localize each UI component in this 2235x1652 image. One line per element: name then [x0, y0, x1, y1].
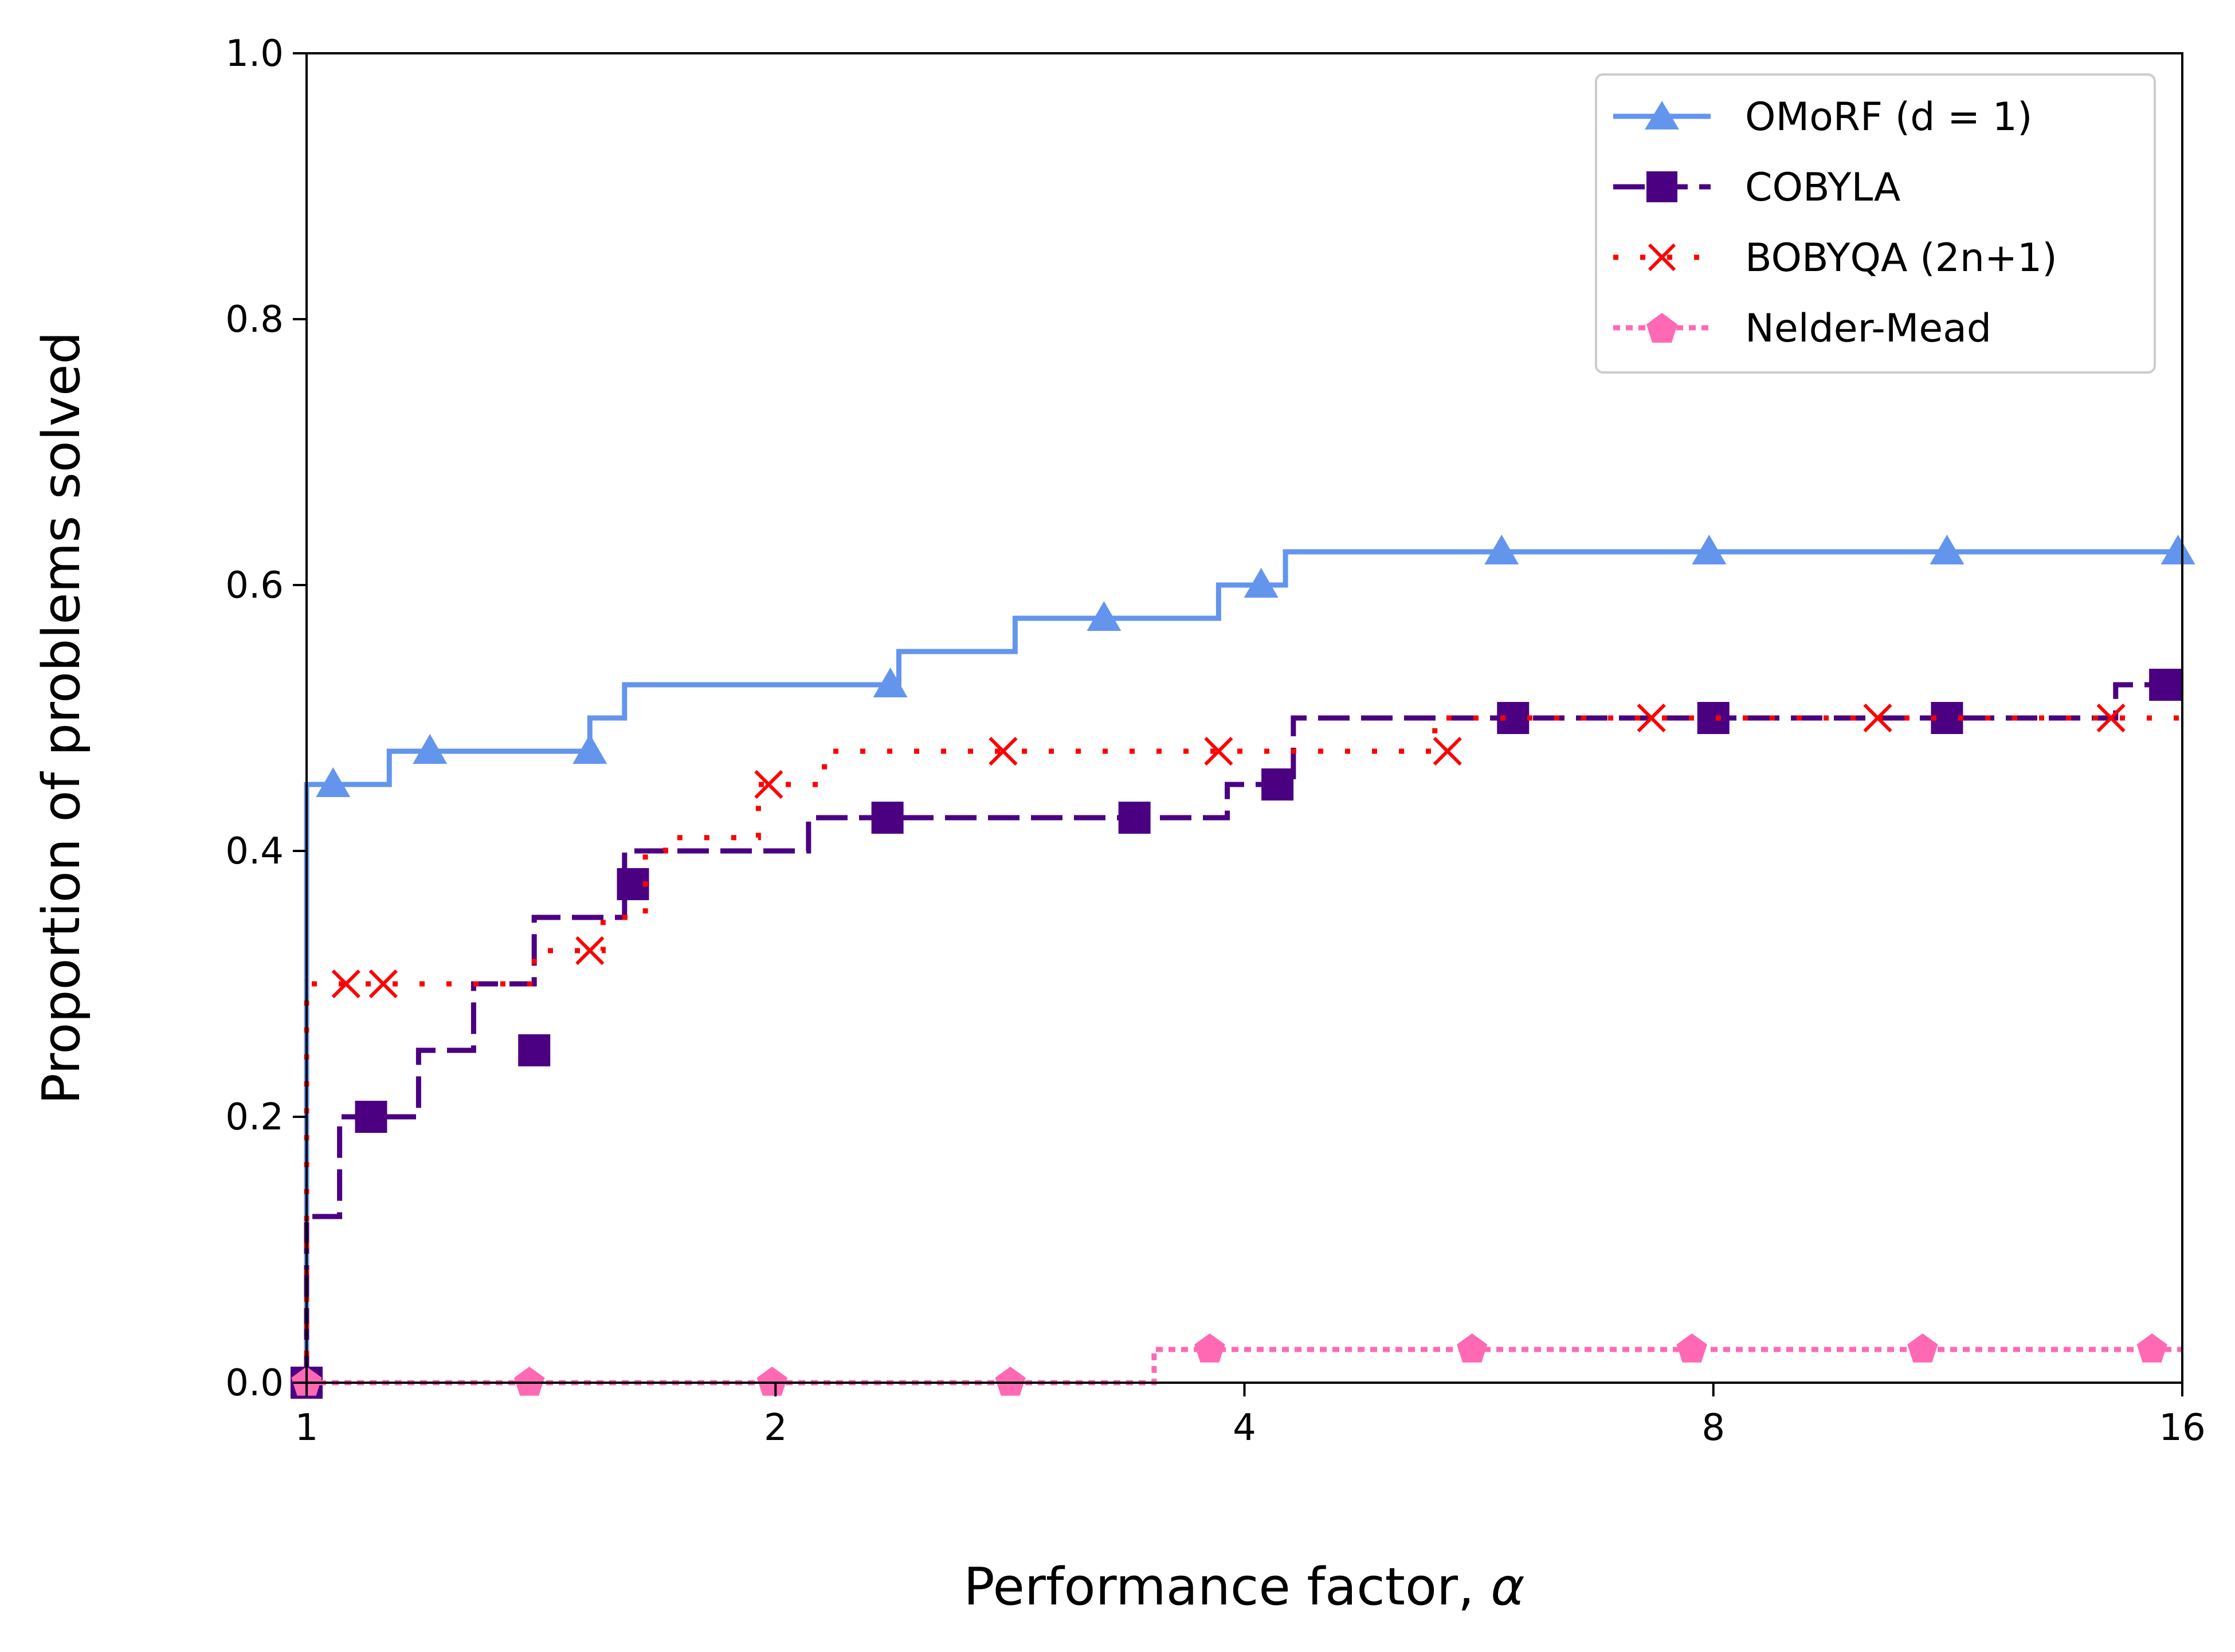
- data-point-cobyla: [1261, 768, 1294, 801]
- data-point-bobyqa-2n-1: [989, 736, 1018, 766]
- data-point-bobyqa-2n-1: [331, 969, 360, 999]
- data-point-nelder-mead: [2136, 1333, 2167, 1363]
- data-point-omorf-d-1: [413, 734, 448, 764]
- data-point-omorf-d-1: [1087, 601, 1122, 631]
- data-point-omorf-d-1: [573, 734, 607, 764]
- data-point-bobyqa-2n-1: [1863, 703, 1892, 733]
- data-point-nelder-mead: [756, 1367, 787, 1396]
- legend-entry-nelder-mead: Nelder-Mead: [1613, 306, 1991, 351]
- data-point-bobyqa-2n-1: [575, 936, 605, 966]
- data-point-omorf-d-1: [1692, 535, 1727, 564]
- data-point-cobyla: [518, 1034, 551, 1066]
- y-tick-label: 0.8: [225, 299, 284, 341]
- x-tick-label: 8: [1701, 1407, 1725, 1449]
- legend-entry-omorf: OMoRF (d = 1): [1613, 95, 2032, 140]
- y-tick-label: 0.0: [225, 1362, 284, 1404]
- data-point-bobyqa-2n-1: [1204, 736, 1233, 766]
- series-line-bobyqa-2n-1: [304, 715, 2182, 1383]
- series-layer: [291, 535, 2195, 1399]
- legend-marker-nelder-mead: [1646, 313, 1677, 343]
- legend-box: [1595, 73, 2156, 374]
- data-point-cobyla: [2149, 669, 2182, 701]
- y-axis-title: Proportion of problems solved: [32, 332, 92, 1105]
- x-tick-label: 2: [764, 1407, 787, 1449]
- data-point-cobyla: [871, 802, 904, 834]
- y-tick-label: 0.6: [225, 564, 284, 607]
- legend-marker-cobyla: [1646, 171, 1677, 202]
- data-point-nelder-mead: [1457, 1333, 1488, 1363]
- data-point-omorf-d-1: [1930, 535, 1965, 564]
- legend-label-nelder-mead: Nelder-Mead: [1745, 306, 1991, 351]
- legend-entry-bobyqa: BOBYQA (2n+1): [1613, 236, 2057, 281]
- series-nelder-mead: [291, 1333, 2182, 1396]
- data-point-nelder-mead: [514, 1367, 545, 1396]
- data-point-omorf-d-1: [1244, 568, 1279, 598]
- x-tick-label: 1: [295, 1407, 319, 1449]
- y-tick-label: 1.0: [225, 33, 284, 75]
- data-point-bobyqa-2n-1: [368, 969, 398, 999]
- series-omorf-d-1: [304, 535, 2195, 1383]
- data-point-nelder-mead: [1194, 1333, 1225, 1363]
- series-line-nelder-mead: [307, 1347, 2182, 1386]
- legend-marker-omorf: [1645, 101, 1679, 130]
- x-axis-title: Performance factor, α: [963, 1557, 1524, 1617]
- data-point-omorf-d-1: [2160, 535, 2195, 564]
- data-point-cobyla: [1118, 802, 1151, 834]
- data-point-nelder-mead: [1676, 1333, 1707, 1363]
- legend-marker-bobyqa: [1648, 243, 1676, 272]
- data-point-bobyqa-2n-1: [1637, 703, 1666, 733]
- data-point-bobyqa-2n-1: [1433, 736, 1462, 766]
- ticks-layer: 1 2 4 8 16 0.0 0.2 0.4 0.6 0.8 1.0: [225, 33, 2206, 1449]
- legend-label-omorf: OMoRF (d = 1): [1745, 95, 2032, 140]
- legend: OMoRF (d = 1) COBYLA BOBYQA (2n+1) Nelde…: [1595, 73, 2156, 374]
- series-bobyqa-2n-1: [304, 703, 2182, 1383]
- data-point-nelder-mead: [995, 1367, 1026, 1396]
- x-tick-label: 4: [1233, 1407, 1256, 1449]
- data-point-cobyla: [1697, 702, 1730, 734]
- y-tick-label: 0.4: [225, 830, 284, 873]
- legend-entry-cobyla: COBYLA: [1613, 165, 1900, 210]
- data-point-cobyla: [355, 1101, 387, 1133]
- y-tick-label: 0.2: [225, 1096, 284, 1139]
- data-point-omorf-d-1: [1484, 535, 1519, 564]
- legend-label-bobyqa: BOBYQA (2n+1): [1745, 236, 2057, 281]
- data-point-bobyqa-2n-1: [2096, 703, 2126, 733]
- x-tick-label: 16: [2159, 1407, 2205, 1449]
- data-point-omorf-d-1: [873, 668, 908, 697]
- data-point-omorf-d-1: [316, 767, 351, 797]
- legend-label-cobyla: COBYLA: [1745, 165, 1900, 210]
- data-point-nelder-mead: [1907, 1333, 1938, 1363]
- data-point-bobyqa-2n-1: [754, 770, 783, 799]
